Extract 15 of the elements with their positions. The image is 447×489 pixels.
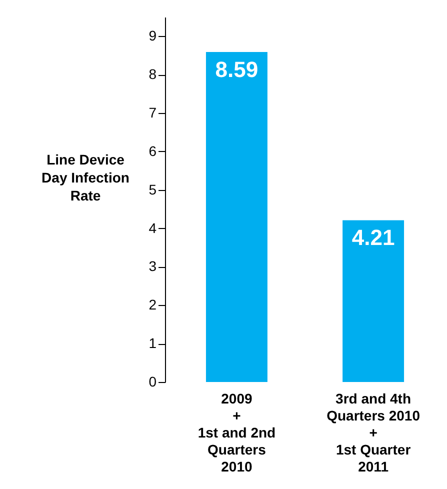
x-tick-label: 2009 + 1st and 2nd Quarters 2010 bbox=[198, 390, 276, 474]
y-tick-label: 3 bbox=[148, 258, 157, 274]
y-tick-label: 0 bbox=[148, 374, 157, 390]
y-axis-title: Line Device Day Infection Rate bbox=[42, 152, 130, 204]
y-tick-label: 7 bbox=[148, 104, 157, 121]
data-label: 4.21 bbox=[352, 225, 395, 250]
y-tick-label: 2 bbox=[148, 296, 157, 313]
x-tick-label: 3rd and 4th Quarters 2010 + 1st Quarter 2011 bbox=[326, 390, 420, 474]
y-tick-label: 6 bbox=[148, 142, 157, 159]
y-tick-label: 4 bbox=[148, 220, 157, 236]
y-tick-label: 9 bbox=[148, 28, 157, 44]
y-tick-label: 8 bbox=[148, 66, 157, 82]
y-tick-label: 5 bbox=[148, 181, 157, 198]
y-tick-label: 1 bbox=[148, 335, 157, 352]
data-label: 8.59 bbox=[215, 56, 258, 82]
